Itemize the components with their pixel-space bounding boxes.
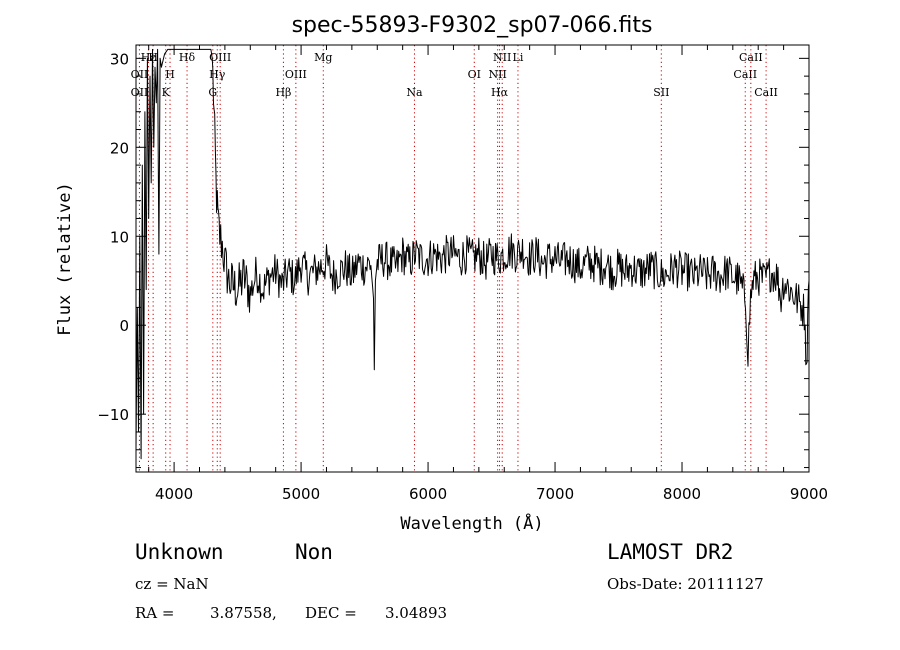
spectral-line-label: NII [493,51,511,64]
spectral-line-label: OI [468,68,481,81]
plot-frame [135,44,810,473]
spectral-line-label: Li [513,51,524,64]
spectral-line-label: CaII [733,68,757,81]
axis-ticks: 4000 5000 6000 7000 8000 9000 −10 0 10 20 30 [97,45,828,503]
spectral-line-label: Hα [491,86,509,99]
spectral-line-label: NII [488,68,506,81]
redshift-readout: cz = NaN [135,575,209,593]
spectral-line-label: Na [406,86,423,99]
spectral-line-label: CaII [739,51,763,64]
spectral-line-label: CaII [754,86,778,99]
observation-date: Obs-Date: 20111127 [607,575,764,593]
spectral-line-label: OII [131,68,149,81]
spectral-line-label: H [165,68,175,81]
spectrum-line [136,48,809,460]
y-tick-label: 30 [110,50,129,68]
spectral-line-label: Hβ [275,86,291,99]
plot-axes [135,44,810,473]
x-tick-label: 6000 [409,485,447,503]
spectrum-series [136,48,809,460]
survey-label: LAMOST DR2 [607,540,734,564]
spectral-line-label: Mg [314,51,332,64]
y-tick-label: −10 [97,406,129,424]
y-tick-label: 0 [119,317,129,335]
ra-label: RA = [135,604,175,622]
dec-label: DEC = [305,604,357,622]
dec-value: 3.04893 [385,604,448,622]
x-tick-label: 9000 [790,485,828,503]
x-tick-label: 4000 [155,485,193,503]
y-axis-label: Flux (relative) [55,182,75,336]
x-axis-label: Wavelength (Å) [400,512,543,534]
object-class-label: Unknown [135,540,224,564]
spectral-line-label: OIII [209,51,231,64]
spectral-line-label: Hδ [179,51,196,64]
y-tick-label: 10 [110,228,129,246]
x-tick-label: 7000 [536,485,574,503]
spectral-line-label: K [162,86,171,99]
spectral-line-label: Hγ [209,68,226,81]
x-tick-label: 8000 [663,485,701,503]
spectral-line-label: OIII [285,68,307,81]
ra-value: 3.87558, [210,604,277,622]
chart-title: spec-55893-F9302_sp07-066.fits [292,13,653,38]
spectral-line-label: OII [131,86,149,99]
spectral-line-label: SII [653,86,669,99]
object-subclass-label: Non [295,540,333,564]
spectral-line-label: H [148,51,158,64]
x-tick-label: 5000 [282,485,320,503]
y-tick-label: 20 [110,139,129,157]
